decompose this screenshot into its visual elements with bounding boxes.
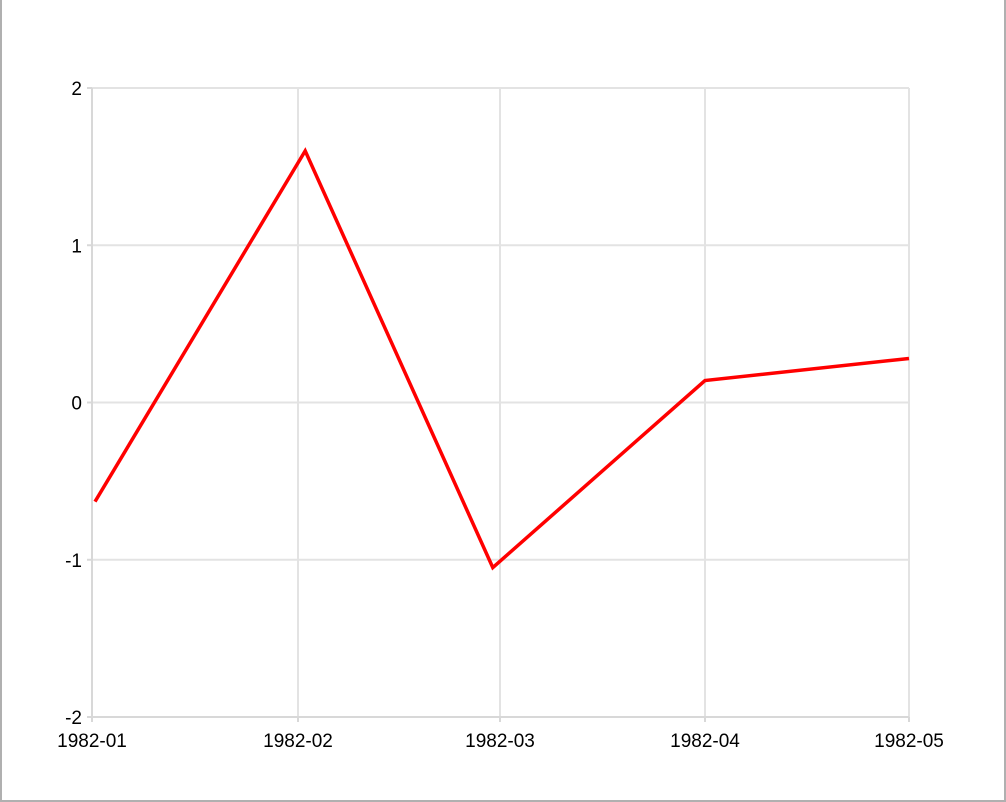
x-tick-label: 1982-04 (670, 731, 740, 752)
y-tick-label: -1 (65, 551, 82, 572)
y-tick-label: 1 (71, 236, 82, 257)
series-group (93, 147, 910, 571)
tick-labels: -2 -1 0 1 2 1982-01 1982-02 1982-03 1982-04 1982-… (57, 79, 944, 752)
axes (87, 87, 910, 722)
y-tick-label: -2 (65, 708, 82, 729)
grid (91, 87, 910, 718)
x-tick-label: 1982-02 (263, 731, 333, 752)
x-tick-label: 1982-01 (57, 731, 127, 752)
x-tick-label: 1982-03 (465, 731, 535, 752)
x-tick-label: 1982-05 (874, 731, 944, 752)
y-tick-label: 0 (71, 394, 82, 415)
series-line (93, 147, 910, 571)
y-tick-label: 2 (71, 79, 82, 100)
